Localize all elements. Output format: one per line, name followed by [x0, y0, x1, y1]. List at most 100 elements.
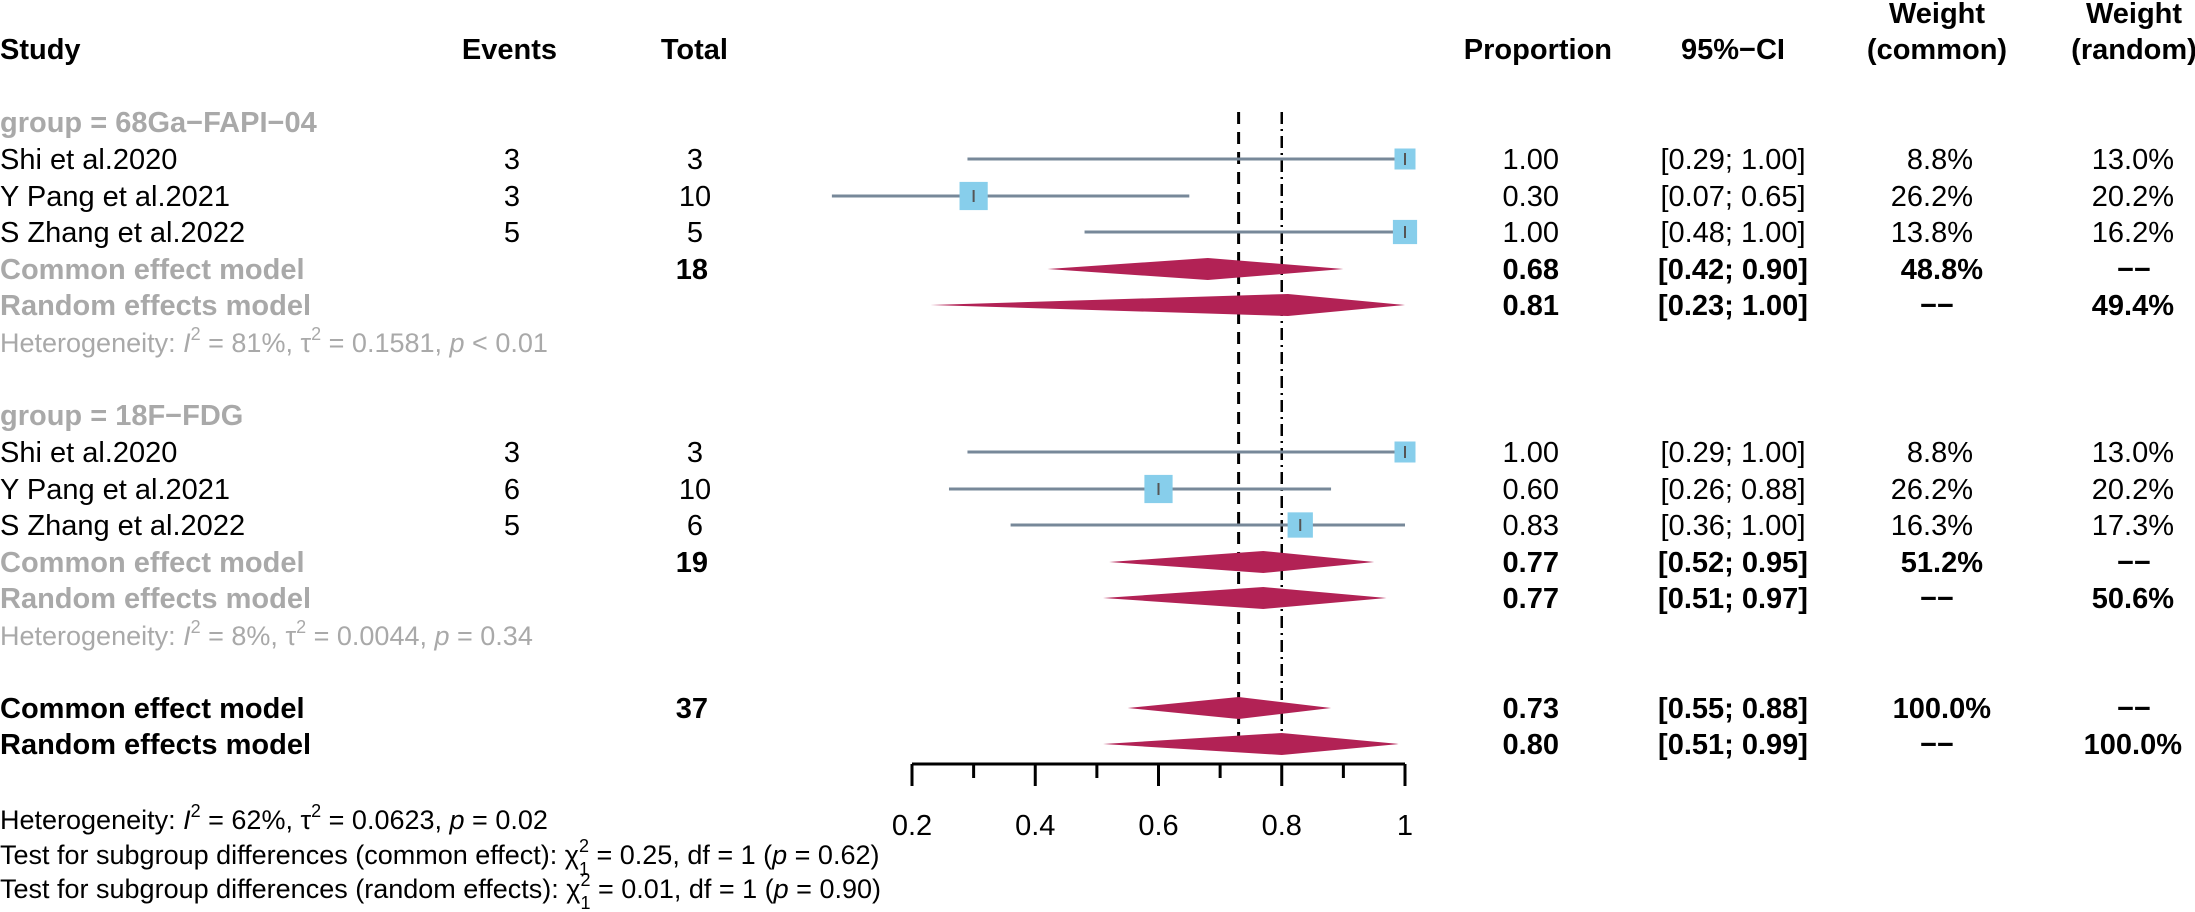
- overall-common-row: Common effect model 37 0.73 [0.55; 0.88]…: [0, 693, 2151, 725]
- overall-random-diamond: [1103, 733, 1399, 755]
- model-weight-common: 48.8%: [1901, 254, 1983, 286]
- model-proportion: 0.73: [1503, 693, 1559, 725]
- footer-stats: Heterogeneity: I2 = 62%, τ2 = 0.0623, p …: [0, 801, 881, 912]
- model-proportion: 0.81: [1503, 290, 1559, 322]
- study-row: Shi et al.2020 3 3 1.00 [0.29; 1.00] 8.8…: [0, 437, 2174, 469]
- study-proportion: 0.30: [1503, 181, 1559, 213]
- model-proportion: 0.77: [1503, 547, 1559, 579]
- model-ci: [0.23; 1.00]: [1658, 290, 1808, 322]
- study-weight-random: 17.3%: [2092, 510, 2174, 542]
- overall-heterogeneity: Heterogeneity: I2 = 62%, τ2 = 0.0623, p …: [0, 801, 548, 835]
- group-label: group = 18F−FDG: [0, 400, 243, 432]
- study-weight-common: 13.8%: [1891, 217, 1973, 249]
- study-weight-common: 8.8%: [1907, 437, 1973, 469]
- study-ci: [0.26; 0.88]: [1660, 474, 1805, 506]
- model-label: Common effect model: [0, 693, 305, 725]
- study-events: 3: [504, 437, 520, 469]
- model-weight-random: −−: [2117, 693, 2151, 725]
- random-effects-row: Random effects model 0.77 [0.51; 0.97] −…: [0, 583, 2174, 615]
- study-proportion: 1.00: [1503, 217, 1559, 249]
- study-name: Y Pang et al.2021: [0, 474, 230, 506]
- header-weight-common-2: (common): [1867, 34, 2007, 66]
- study-total: 10: [679, 181, 711, 213]
- model-ci: [0.42; 0.90]: [1658, 254, 1808, 286]
- model-weight-common: 100.0%: [1893, 693, 1992, 725]
- study-weight-random: 20.2%: [2092, 474, 2174, 506]
- study-weight-common: 26.2%: [1891, 181, 1973, 213]
- random-effects-row: Random effects model 0.81 [0.23; 1.00] −…: [0, 290, 2174, 322]
- study-total: 6: [687, 510, 703, 542]
- study-events: 5: [504, 217, 520, 249]
- model-label: Common effect model: [0, 547, 305, 579]
- study-weight-common: 16.3%: [1891, 510, 1973, 542]
- study-name: Y Pang et al.2021: [0, 181, 230, 213]
- header-weight-common-1: Weight: [1889, 0, 1985, 30]
- model-weight-random: 100.0%: [2084, 729, 2183, 761]
- header-proportion: Proportion: [1464, 34, 1612, 66]
- study-events: 3: [504, 144, 520, 176]
- x-axis: 0.2 0.4 0.6 0.8 1: [892, 762, 1413, 842]
- overall-common-diamond: [1127, 697, 1332, 719]
- x-axis-tick-label: 0.2: [892, 810, 932, 842]
- subgroup-common-diamond: [1047, 258, 1344, 280]
- column-headers: Study Events Total Proportion 95%−CI Wei…: [0, 0, 2195, 66]
- model-weight-random: −−: [2117, 254, 2151, 286]
- subgroup-test-common: Test for subgroup differences (common ef…: [0, 836, 879, 879]
- x-axis-tick-label: 1: [1397, 810, 1413, 842]
- study-proportion: 1.00: [1503, 144, 1559, 176]
- study-proportion: 1.00: [1503, 437, 1559, 469]
- study-name: Shi et al.2020: [0, 144, 177, 176]
- study-total: 3: [687, 437, 703, 469]
- model-weight-random: −−: [2117, 547, 2151, 579]
- study-row: S Zhang et al.2022 5 5 1.00 [0.48; 1.00]…: [0, 217, 2174, 249]
- study-weight-common: 8.8%: [1907, 144, 1973, 176]
- model-weight-common: −−: [1920, 583, 1954, 615]
- study-proportion: 0.83: [1503, 510, 1559, 542]
- group-label: group = 68Ga−FAPI−04: [0, 107, 317, 139]
- study-row: S Zhang et al.2022 5 6 0.83 [0.36; 1.00]…: [0, 510, 2174, 542]
- study-ci: [0.29; 1.00]: [1660, 144, 1805, 176]
- header-ci: 95%−CI: [1681, 34, 1785, 66]
- model-weight-common: −−: [1920, 290, 1954, 322]
- study-row: Y Pang et al.2021 3 10 0.30 [0.07; 0.65]…: [0, 181, 2174, 213]
- study-weight-random: 13.0%: [2092, 437, 2174, 469]
- subgroup-random-diamond: [930, 294, 1405, 316]
- model-total: 19: [676, 547, 708, 579]
- overall-random-row: Random effects model 0.80 [0.51; 0.99] −…: [0, 729, 2182, 761]
- model-weight-random: 50.6%: [2092, 583, 2174, 615]
- plot-marks: [831, 148, 1418, 755]
- x-axis-tick-label: 0.6: [1138, 810, 1178, 842]
- study-name: S Zhang et al.2022: [0, 217, 245, 249]
- common-effect-row: Common effect model 18 0.68 [0.42; 0.90]…: [0, 254, 2151, 286]
- reference-lines: [1237, 112, 1283, 742]
- model-proportion: 0.68: [1503, 254, 1559, 286]
- model-label: Random effects model: [0, 729, 311, 761]
- model-total: 18: [676, 254, 708, 286]
- model-total: 37: [676, 693, 708, 725]
- heterogeneity-stats: Heterogeneity: I2 = 8%, τ2 = 0.0044, p =…: [0, 617, 533, 651]
- study-weight-common: 26.2%: [1891, 474, 1973, 506]
- x-axis-tick-label: 0.4: [1015, 810, 1055, 842]
- header-events: Events: [462, 34, 557, 66]
- study-proportion: 0.60: [1503, 474, 1559, 506]
- header-weight-random-2: (random): [2071, 34, 2195, 66]
- header-study: Study: [0, 34, 81, 66]
- study-weight-random: 20.2%: [2092, 181, 2174, 213]
- study-total: 5: [687, 217, 703, 249]
- header-total: Total: [661, 34, 728, 66]
- subgroup-test-random: Test for subgroup differences (random ef…: [0, 870, 881, 912]
- model-weight-random: 49.4%: [2092, 290, 2174, 322]
- study-total: 10: [679, 474, 711, 506]
- study-ci: [0.36; 1.00]: [1660, 510, 1805, 542]
- model-ci: [0.51; 0.99]: [1658, 729, 1808, 761]
- study-events: 5: [504, 510, 520, 542]
- study-ci: [0.29; 1.00]: [1660, 437, 1805, 469]
- model-ci: [0.55; 0.88]: [1658, 693, 1808, 725]
- subgroup-random-diamond: [1103, 587, 1387, 609]
- model-weight-common: −−: [1920, 729, 1954, 761]
- common-effect-row: Common effect model 19 0.77 [0.52; 0.95]…: [0, 547, 2151, 579]
- study-events: 6: [504, 474, 520, 506]
- model-ci: [0.51; 0.97]: [1658, 583, 1808, 615]
- study-events: 3: [504, 181, 520, 213]
- x-axis-tick-label: 0.8: [1262, 810, 1302, 842]
